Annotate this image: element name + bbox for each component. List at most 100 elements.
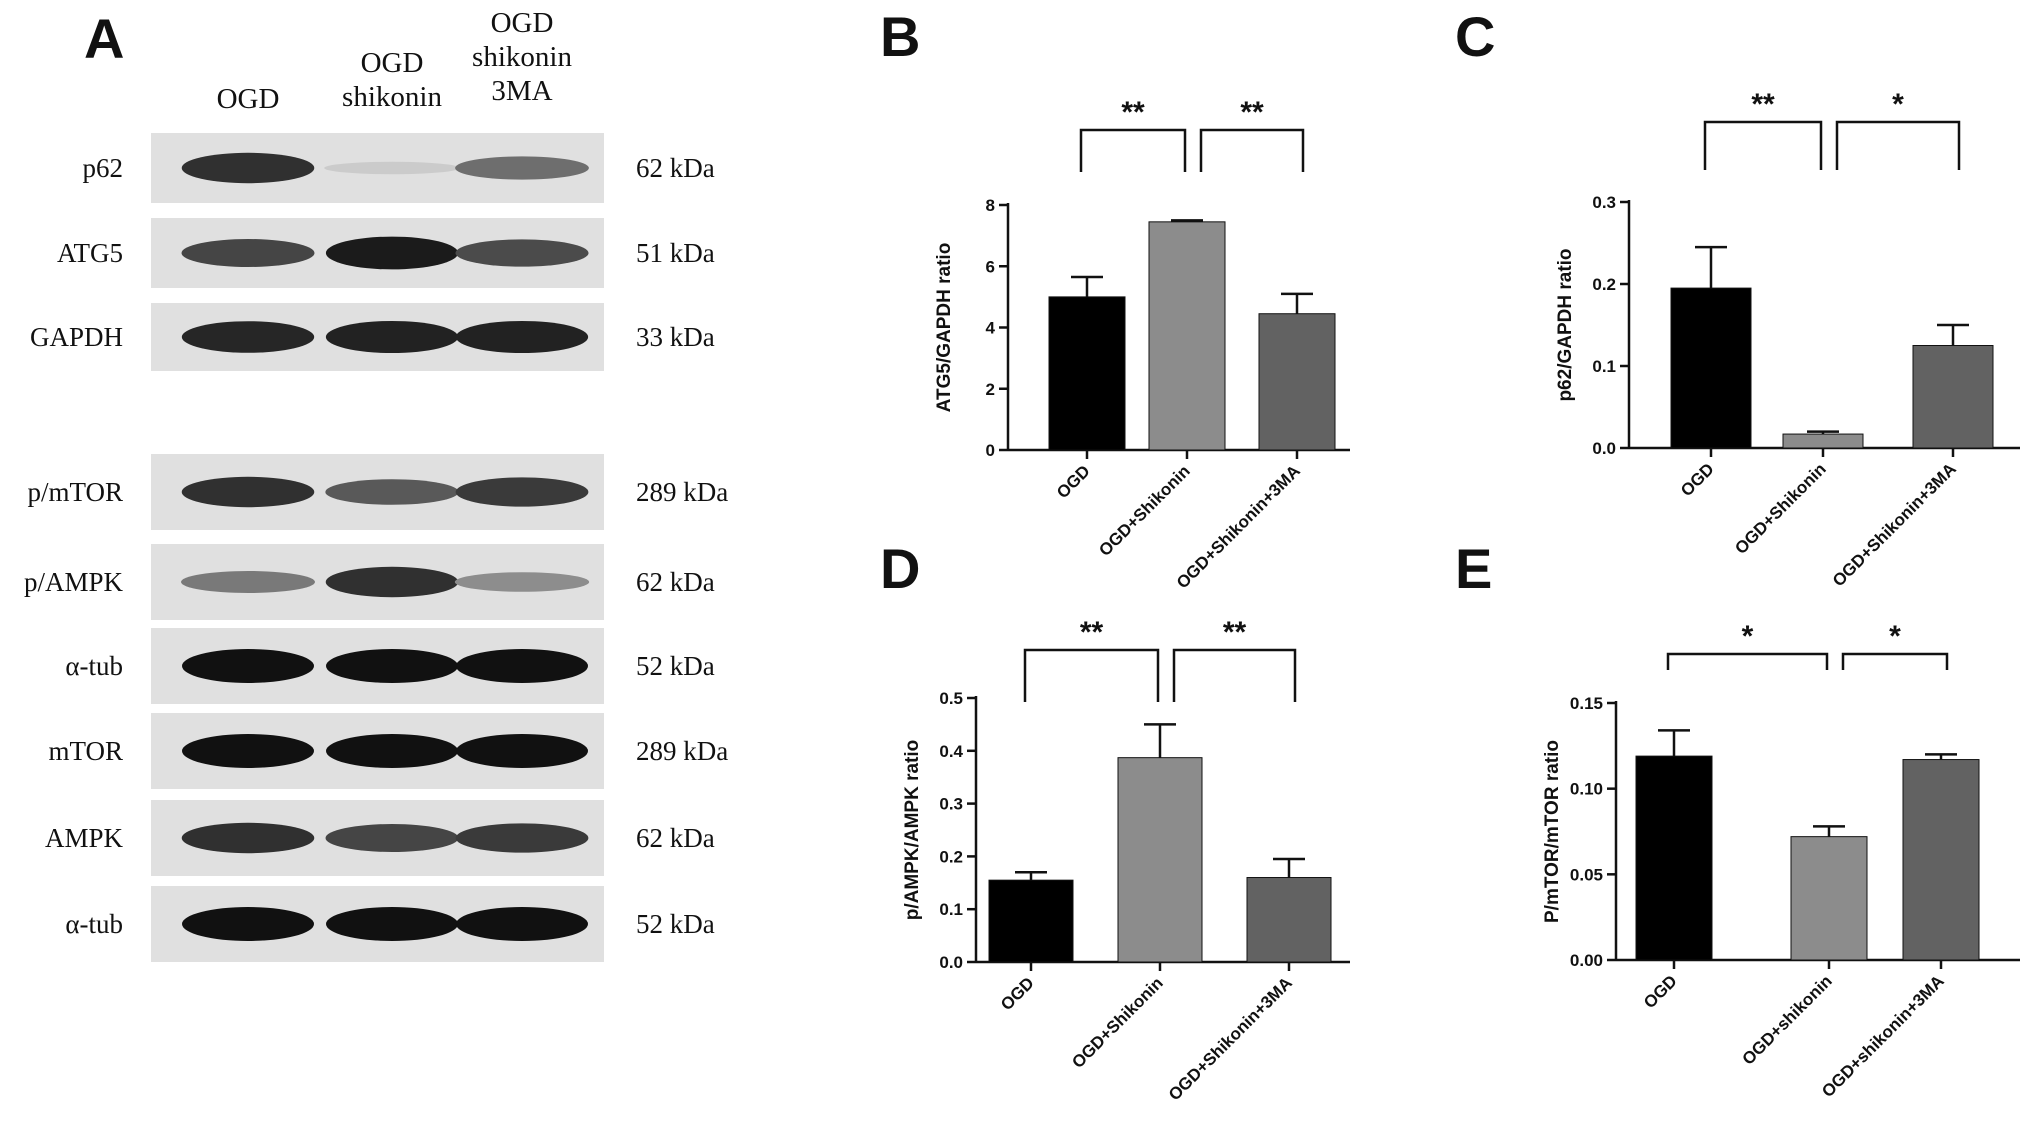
y-tick-label: 6 — [986, 257, 995, 276]
x-tick-label: OGD+Shikonin+3MA — [1165, 973, 1296, 1104]
blot-band — [454, 572, 590, 592]
blot-kda: 289 kDa — [636, 736, 728, 766]
blot-band — [455, 320, 589, 354]
blot-band — [182, 649, 314, 683]
significance-label: ** — [1751, 88, 1775, 121]
blot-label: AMPK — [45, 823, 124, 853]
blot-band — [325, 236, 459, 270]
y-axis-label: p/AMPK/AMPK ratio — [902, 740, 923, 921]
y-tick-label: 4 — [986, 319, 996, 338]
blot-kda: 52 kDa — [636, 651, 715, 681]
bar — [1258, 313, 1336, 451]
blot-kda: 52 kDa — [636, 909, 715, 939]
blot-band — [181, 476, 315, 508]
significance-bracket — [1703, 120, 1823, 170]
significance-label: * — [1742, 620, 1754, 653]
blot-band — [326, 649, 458, 683]
bar — [1912, 345, 1994, 449]
column-header-line: shikonin — [472, 41, 572, 73]
x-tick-label: OGD — [997, 973, 1038, 1014]
significance-label: ** — [1223, 616, 1247, 649]
blot-band — [181, 822, 315, 854]
chart-C: C 0.0 0.1 0.2 0.3 p62/GAPDH ratio OGD OGD+Shiko… — [1455, 5, 2020, 590]
column-header-line: shikonin — [342, 81, 442, 113]
blot-band — [324, 161, 460, 175]
blot-band — [326, 907, 458, 941]
blot-label: ATG5 — [57, 238, 123, 268]
blot-kda: 62 kDa — [636, 567, 715, 597]
x-tick-label: OGD+Shikonin — [1095, 461, 1194, 560]
bar — [1635, 755, 1713, 961]
bar — [1902, 759, 1980, 961]
y-tick-label: 0.10 — [1570, 780, 1603, 799]
y-tick-label: 0.0 — [939, 953, 963, 972]
chart-B: B 0 2 4 6 8 ATG5/GAPDH ratio OGD OGD+ShikoninOGD… — [880, 5, 1350, 592]
y-tick-label: 0.2 — [939, 847, 963, 866]
x-tick-label: OGD+shikonin+3MA — [1818, 971, 1948, 1101]
blot-label: α-tub — [65, 651, 123, 681]
panel-letter-a: A — [84, 7, 124, 70]
blot-band — [455, 239, 589, 267]
significance-bracket — [1199, 128, 1305, 172]
blot-band — [181, 152, 315, 184]
significance-label: ** — [1240, 96, 1264, 129]
y-tick-label: 0.05 — [1570, 865, 1603, 884]
y-axis-label: P/mTOR/mTOR ratio — [1542, 740, 1563, 923]
blot-band — [181, 239, 315, 267]
significance-bracket — [1835, 120, 1961, 170]
y-tick-label: 0.00 — [1570, 951, 1603, 970]
column-header-line: OGD — [491, 7, 554, 39]
bar — [1117, 757, 1203, 963]
x-tick-label: OGD+Shikonin+3MA — [1829, 459, 1960, 590]
bar — [988, 879, 1074, 963]
blot-kda: 33 kDa — [636, 322, 715, 352]
blot-band — [456, 907, 588, 941]
panel-letter: B — [880, 5, 920, 68]
panel-letter: C — [1455, 5, 1495, 68]
blot-band — [181, 571, 315, 593]
panel-letter: D — [880, 537, 920, 600]
x-tick-label: OGD+Shikonin — [1068, 973, 1167, 1072]
y-tick-label: 2 — [986, 380, 995, 399]
blot-kda: 62 kDa — [636, 153, 715, 183]
blot-label: p/mTOR — [27, 477, 123, 507]
y-tick-label: 8 — [986, 196, 995, 215]
chart-E: E 0.00 0.05 0.10 0.15 P/mTOR/mTOR ratio OGD OGD… — [1455, 537, 2020, 1101]
blot-kda: 51 kDa — [636, 238, 715, 268]
blot-label: α-tub — [65, 909, 123, 939]
significance-label: * — [1889, 620, 1901, 653]
y-tick-label: 0.1 — [939, 900, 963, 919]
y-tick-label: 0.15 — [1570, 694, 1603, 713]
bar — [1782, 433, 1864, 449]
blot-band — [455, 823, 589, 853]
blot-band — [181, 321, 315, 353]
bar — [1246, 877, 1332, 963]
bar — [1670, 287, 1752, 449]
blot-label: p/AMPK — [24, 567, 124, 597]
blot-band — [182, 734, 314, 768]
blot-kda: 62 kDa — [636, 823, 715, 853]
significance-bracket — [1841, 652, 1949, 670]
y-tick-label: 0.3 — [1592, 193, 1616, 212]
column-header-line: 3MA — [491, 75, 552, 107]
y-axis-label: p62/GAPDH ratio — [1555, 248, 1576, 401]
blot-label: mTOR — [48, 736, 123, 766]
y-tick-label: 0.1 — [1592, 357, 1616, 376]
y-tick-label: 0.3 — [939, 795, 963, 814]
y-tick-label: 0.4 — [939, 742, 963, 761]
column-header-line: OGD — [217, 83, 280, 115]
significance-bracket — [1023, 648, 1160, 702]
blot-band — [455, 156, 589, 180]
blot-band — [456, 649, 588, 683]
blot-band — [182, 907, 314, 941]
y-axis-label: ATG5/GAPDH ratio — [934, 243, 955, 413]
y-tick-label: 0.0 — [1592, 439, 1616, 458]
panel-letter: E — [1455, 537, 1492, 600]
significance-label: * — [1892, 88, 1904, 121]
x-tick-label: OGD+Shikonin — [1731, 459, 1830, 558]
y-tick-label: 0.5 — [939, 689, 963, 708]
significance-label: ** — [1080, 616, 1104, 649]
blot-band — [326, 734, 458, 768]
